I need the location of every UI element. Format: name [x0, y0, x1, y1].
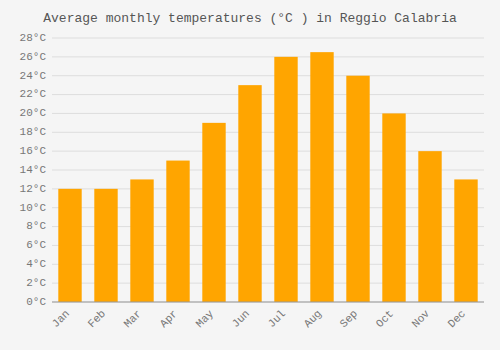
bar — [274, 57, 297, 302]
x-tick-label: Jun — [230, 308, 252, 330]
bar — [346, 76, 369, 302]
background — [0, 0, 500, 350]
bar — [58, 189, 81, 302]
grid-line — [52, 94, 484, 95]
bar — [94, 189, 117, 302]
x-tick-label: Jul — [266, 308, 288, 330]
x-tick-label: Jan — [50, 308, 72, 330]
x-tick-label: Apr — [158, 308, 180, 330]
x-axis-line — [52, 302, 484, 303]
chart-container: 0°C 2°C 4°C 6°C 8°C 10°C 12°C 14°C 16°C 18°C 20°C 2… — [0, 0, 500, 350]
bars — [58, 52, 477, 302]
y-tick-label: 8°C — [26, 220, 46, 232]
bar — [202, 123, 225, 302]
y-tick-label: 24°C — [20, 70, 47, 82]
x-tick-label: Sep — [338, 308, 360, 330]
x-tick-label: Mar — [122, 308, 144, 330]
x-tick-label: May — [194, 307, 217, 330]
x-tick-label: Aug — [302, 308, 324, 330]
grid-line — [52, 132, 484, 133]
y-tick-label: 14°C — [20, 164, 47, 176]
y-tick-label: 18°C — [20, 126, 47, 138]
y-tick-label: 0°C — [26, 296, 46, 308]
grid-line — [52, 113, 484, 114]
bar — [130, 179, 153, 302]
grid-line — [52, 75, 484, 76]
grid-line — [52, 302, 484, 303]
y-tick-label: 12°C — [20, 183, 47, 195]
y-tick-label: 4°C — [26, 258, 46, 270]
y-tick-label: 26°C — [20, 51, 47, 63]
y-tick-label: 22°C — [20, 88, 47, 100]
chart: 0°C 2°C 4°C 6°C 8°C 10°C 12°C 14°C 16°C 18°C 20°C 2… — [0, 0, 500, 350]
y-tick-label: 6°C — [26, 239, 46, 251]
y-tick-label: 2°C — [26, 277, 46, 289]
y-tick-label: 28°C — [20, 32, 47, 44]
x-tick-label: Oct — [374, 308, 396, 330]
bar — [166, 161, 189, 302]
bar — [454, 179, 477, 302]
y-axis: 0°C 2°C 4°C 6°C 8°C 10°C 12°C 14°C 16°C 18°C 20°C 2… — [20, 32, 484, 308]
x-tick-label: Nov — [410, 307, 433, 330]
x-tick-label: Dec — [446, 308, 468, 330]
bar — [382, 113, 405, 302]
x-tick-label: Feb — [86, 308, 108, 330]
title: Average monthly temperatures (°C ) in Re… — [43, 11, 457, 26]
grid-line — [52, 38, 484, 39]
bar — [310, 52, 333, 302]
y-tick-label: 10°C — [20, 202, 47, 214]
y-tick-label: 20°C — [20, 107, 47, 119]
bar — [238, 85, 261, 302]
y-tick-label: 16°C — [20, 145, 47, 157]
grid-line — [52, 56, 484, 57]
x-axis: Jan Feb Mar Apr May Jun Jul Aug Sep Oct Nov Dec — [50, 302, 484, 330]
bar — [418, 151, 441, 302]
